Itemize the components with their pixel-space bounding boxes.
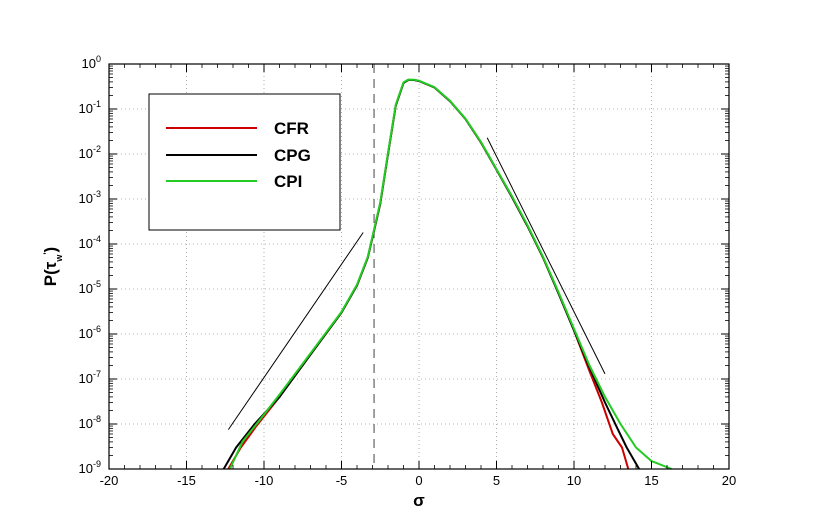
y-tick-label-exponent: -2	[93, 144, 101, 154]
reference-slope-line	[227, 232, 364, 430]
legend-label-cfr: CFR	[274, 119, 309, 138]
x-tick-label: 20	[722, 473, 736, 488]
y-axis-title-close: )	[41, 247, 60, 253]
y-tick-label: 100	[82, 54, 101, 71]
y-tick-label-exponent: -8	[93, 414, 101, 424]
y-tick-label: 10-8	[79, 414, 101, 431]
legend-box	[148, 93, 341, 231]
x-tick-label: -10	[255, 473, 274, 488]
legend-label-cpi: CPI	[274, 172, 302, 191]
legend: CFR CPG CPI	[148, 93, 341, 231]
y-tick-label: 10-7	[79, 369, 101, 386]
y-tick-label: 10-4	[79, 234, 101, 251]
y-tick-label-exponent: -7	[93, 369, 101, 379]
tick-layer: -20 -15 -10 -5 0 5 10 15 2010010-110-210-310-410…	[79, 54, 737, 488]
y-tick-label-exponent: 0	[96, 54, 101, 64]
y-tick-label: 10-3	[79, 189, 101, 206]
y-tick-label: 10-6	[79, 324, 101, 341]
y-tick-label-exponent: -1	[93, 99, 101, 109]
y-tick-label-exponent: -6	[93, 324, 101, 334]
y-axis-title: P(τw')	[41, 247, 64, 286]
y-axis-title-sub: w	[54, 254, 64, 263]
y-tick-label-base: 10	[79, 371, 93, 386]
y-tick-label-exponent: -9	[93, 459, 101, 469]
x-tick-label: -20	[100, 473, 119, 488]
y-tick-label-exponent: -4	[93, 234, 101, 244]
x-tick-label: 0	[415, 473, 422, 488]
y-tick-label-base: 10	[82, 56, 96, 71]
y-tick-label-exponent: -3	[93, 189, 101, 199]
x-axis-title: σ	[413, 491, 425, 510]
reference-slope-line	[486, 137, 606, 375]
y-axis-title-sup: '	[42, 252, 52, 254]
y-tick-label: 10-1	[79, 99, 101, 116]
x-tick-label: 10	[567, 473, 581, 488]
y-tick-label-base: 10	[79, 191, 93, 206]
series-layer	[222, 78, 672, 470]
y-tick-label-base: 10	[79, 146, 93, 161]
y-tick-label: 10-2	[79, 144, 101, 161]
y-tick-label: 10-9	[79, 459, 101, 476]
x-tick-label: 15	[644, 473, 658, 488]
grid-layer	[109, 64, 729, 469]
y-tick-label-base: 10	[79, 461, 93, 476]
y-tick-label-base: 10	[79, 101, 93, 116]
y-tick-label-base: 10	[79, 236, 93, 251]
series-cpi-line	[228, 78, 672, 470]
legend-label-cpg: CPG	[274, 146, 311, 165]
x-tick-label: -15	[177, 473, 196, 488]
x-tick-label: 5	[493, 473, 500, 488]
reference-lines	[227, 64, 606, 469]
x-tick-label: -5	[336, 473, 348, 488]
y-tick-label: 10-5	[79, 279, 101, 296]
y-tick-label-base: 10	[79, 326, 93, 341]
y-tick-label-base: 10	[79, 281, 93, 296]
y-tick-label-exponent: -5	[93, 279, 101, 289]
y-tick-label-base: 10	[79, 416, 93, 431]
y-axis-title-base: P(τ	[41, 261, 60, 286]
